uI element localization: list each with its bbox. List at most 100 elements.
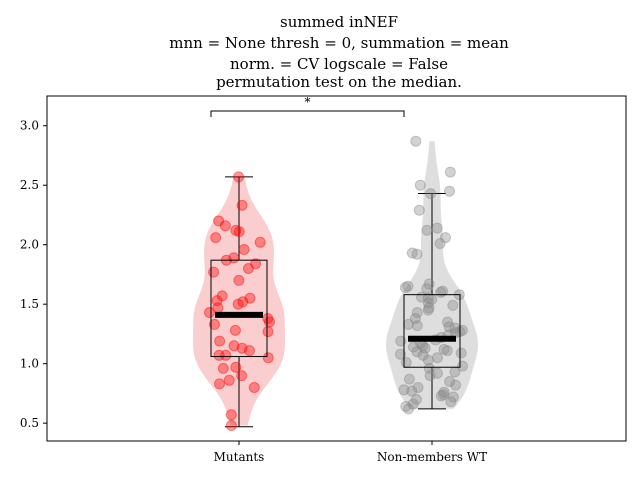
- data-point-2-9: [440, 232, 451, 244]
- data-point-2-60: [444, 376, 456, 387]
- data-point-1-23: [262, 313, 274, 324]
- data-point-2-55: [423, 362, 435, 374]
- data-point-1-29: [228, 340, 240, 352]
- data-point-2-64: [406, 385, 418, 397]
- data-point-2-3: [414, 179, 426, 191]
- data-point-2-67: [435, 390, 447, 402]
- data-point-2-53: [400, 357, 412, 368]
- data-point-2-21: [422, 292, 434, 304]
- data-point-2-49: [395, 348, 406, 360]
- data-point-1-30: [236, 342, 248, 354]
- data-point-2-46: [441, 345, 453, 357]
- data-point-2-44: [419, 342, 431, 354]
- data-point-1-37: [236, 370, 248, 382]
- data-point-1-12: [250, 258, 262, 270]
- data-point-2-29: [442, 316, 453, 328]
- data-point-1-16: [216, 290, 228, 302]
- axes-frame: [46, 95, 627, 442]
- y-tick-label-2: 1.0: [20, 357, 39, 371]
- data-point-2-32: [443, 321, 455, 333]
- data-point-1-19: [237, 296, 249, 308]
- data-point-2-73: [403, 403, 414, 415]
- data-point-2-70: [445, 396, 457, 408]
- data-point-2-59: [403, 373, 415, 385]
- data-point-1-25: [209, 318, 220, 330]
- data-point-1-33: [213, 349, 225, 361]
- data-point-1-20: [232, 298, 244, 310]
- data-point-1-24: [264, 316, 275, 328]
- data-point-2-61: [450, 379, 462, 391]
- data-point-2-56: [449, 366, 461, 378]
- data-point-2-30: [402, 318, 414, 330]
- significance-label: *: [305, 95, 311, 109]
- data-point-1-13: [242, 263, 254, 274]
- violin-1: [193, 176, 285, 426]
- data-point-2-68: [447, 391, 459, 403]
- title-line-1: summed inNEF: [280, 13, 398, 31]
- data-point-1-6: [233, 226, 245, 238]
- data-point-2-18: [435, 286, 447, 298]
- data-point-2-23: [422, 297, 434, 309]
- data-point-2-71: [407, 398, 419, 410]
- box-1: [210, 259, 268, 358]
- data-point-2-27: [411, 307, 423, 318]
- data-point-1-7: [210, 232, 222, 244]
- data-point-2-10: [434, 238, 446, 249]
- data-point-1-9: [238, 244, 250, 255]
- data-point-2-43: [408, 341, 419, 353]
- data-point-2-57: [431, 367, 443, 379]
- data-point-2-52: [422, 354, 434, 366]
- data-point-1-34: [262, 352, 274, 364]
- y-tick-label-3: 1.5: [20, 297, 39, 311]
- y-tick-label-1: 0.5: [20, 416, 39, 430]
- x-tick-label-1: Mutants: [214, 450, 265, 464]
- data-point-1-17: [244, 292, 256, 304]
- data-point-2-58: [424, 370, 436, 382]
- data-point-1-42: [225, 420, 237, 431]
- data-point-1-32: [220, 349, 232, 361]
- data-point-1-35: [230, 361, 242, 373]
- data-point-1-14: [208, 266, 220, 278]
- title-line-2: mnn = None thresh = 0, summation = mean: [169, 34, 509, 52]
- plot-area: * 0.5 1.0 1.5 2.0 2.5 3.0 Mutants Non-members WT: [20, 95, 627, 464]
- data-point-1-28: [214, 335, 226, 347]
- y-tick-label-6: 3.0: [20, 119, 39, 133]
- data-point-2-2: [444, 166, 456, 178]
- chart-title: summed inNEF mnn = None thresh = 0, summ…: [169, 13, 509, 91]
- data-point-2-50: [417, 349, 429, 361]
- data-point-2-45: [438, 343, 450, 355]
- data-point-1-39: [214, 378, 225, 390]
- title-line-3: norm. = CV logscale = False: [230, 55, 448, 73]
- data-point-2-11: [406, 247, 418, 259]
- data-point-2-16: [421, 283, 433, 295]
- data-point-1-8: [254, 236, 266, 248]
- data-point-2-72: [400, 401, 412, 412]
- y-tick-label-5: 2.5: [20, 178, 39, 192]
- title-line-4: permutation test on the median.: [216, 73, 462, 91]
- box-2: [403, 294, 461, 368]
- data-point-1-15: [233, 274, 245, 286]
- data-point-2-66: [438, 389, 449, 401]
- data-point-2-12: [411, 248, 423, 260]
- data-point-2-24: [447, 299, 459, 311]
- data-point-1-41: [225, 409, 237, 421]
- data-point-2-48: [455, 347, 467, 359]
- data-point-1-2: [236, 199, 248, 211]
- data-point-1-36: [217, 362, 229, 374]
- data-point-1-40: [248, 382, 260, 393]
- data-point-1-27: [262, 326, 274, 338]
- data-point-2-8: [421, 224, 433, 236]
- data-point-2-6: [413, 204, 425, 216]
- data-point-2-5: [425, 188, 437, 200]
- data-point-2-25: [423, 302, 435, 314]
- x-tick-label-2: Non-members WT: [377, 450, 487, 464]
- data-point-2-14: [402, 280, 414, 292]
- data-point-1-4: [219, 220, 231, 232]
- y-tick-label-4: 2.0: [20, 238, 39, 252]
- data-point-2-51: [431, 352, 443, 364]
- data-point-1-38: [223, 374, 235, 386]
- data-point-1-1: [233, 171, 245, 183]
- data-point-2-17: [437, 285, 449, 297]
- data-point-2-26: [422, 304, 434, 316]
